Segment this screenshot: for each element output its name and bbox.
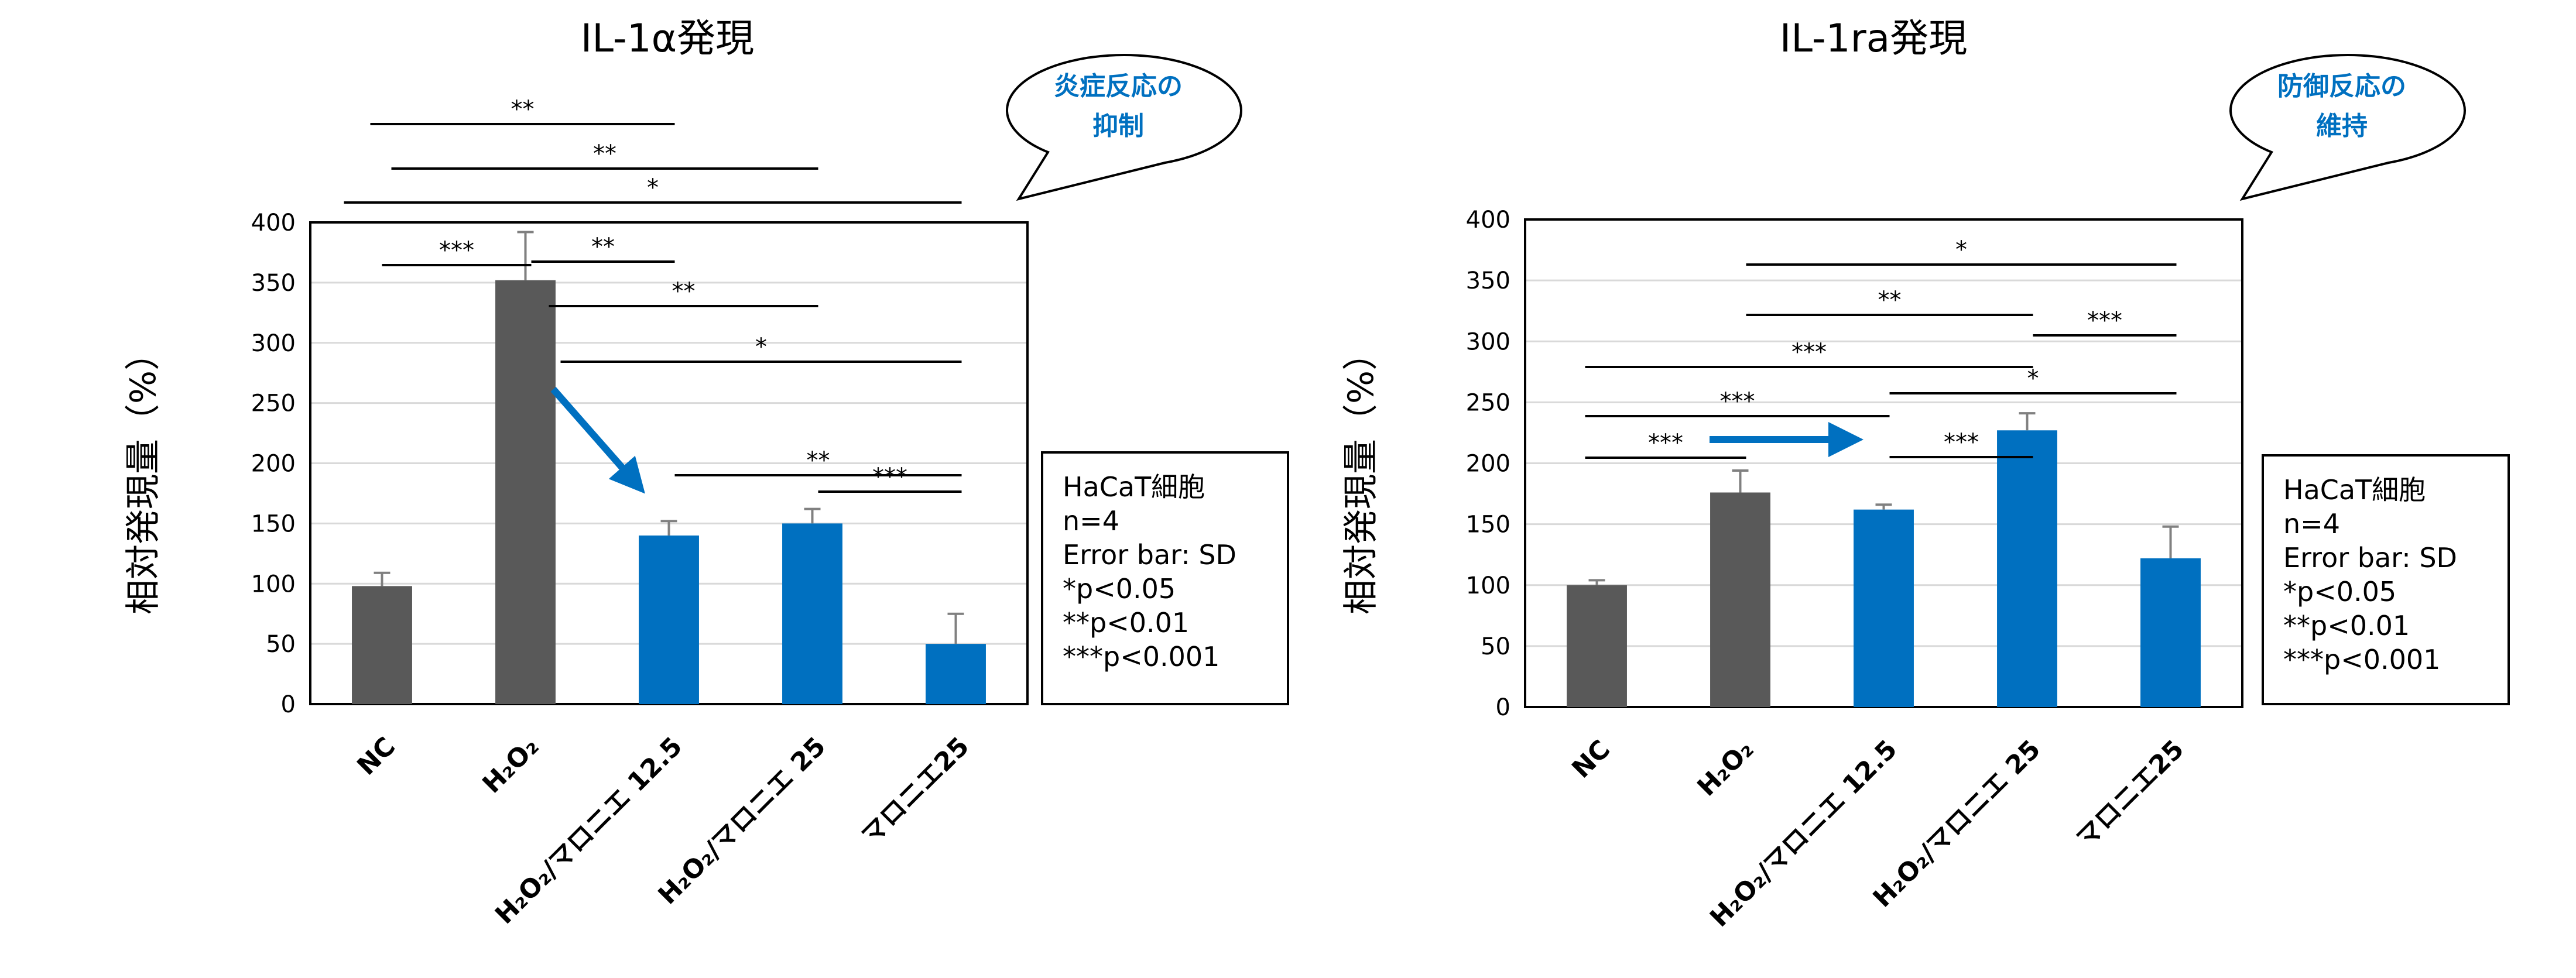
y-tick-label: 300 bbox=[1466, 328, 1510, 355]
significance-label: ** bbox=[1878, 287, 1902, 314]
y-tick-label: 150 bbox=[1466, 512, 1510, 538]
y-tick-label: 50 bbox=[266, 631, 296, 658]
significance-label: *** bbox=[439, 237, 474, 264]
callout-text: 抑制 bbox=[1092, 111, 1144, 141]
chart-2: IL-1ra発現 0 50 100 150 200 250 300 350 400 相対発現量（%）… bbox=[1341, 16, 2510, 933]
significance-label: ** bbox=[593, 140, 616, 167]
significance-label: * bbox=[755, 334, 767, 361]
legend-line: ***p<0.001 bbox=[2283, 644, 2440, 675]
bar-5 bbox=[2140, 558, 2201, 707]
legend-box bbox=[1041, 451, 1289, 705]
y-tick-label: 300 bbox=[251, 330, 296, 357]
significance-label: * bbox=[2027, 365, 2039, 392]
legend-line: HaCaT細胞 bbox=[1063, 471, 1205, 503]
bar-1 bbox=[352, 586, 412, 704]
legend-line: *p<0.05 bbox=[2283, 576, 2396, 608]
bar-3 bbox=[1854, 509, 1914, 707]
significance-label: ** bbox=[591, 234, 615, 260]
significance-label: * bbox=[647, 174, 659, 201]
significance-label: * bbox=[1955, 236, 1967, 263]
significance-label: *** bbox=[1648, 430, 1683, 457]
significance-label: *** bbox=[1720, 388, 1755, 415]
y-tick-label: 150 bbox=[251, 510, 296, 537]
legend-line: **p<0.01 bbox=[2283, 610, 2410, 641]
y-tick-label: 0 bbox=[1496, 694, 1510, 721]
y-tick-label: 200 bbox=[251, 451, 296, 478]
y-tick-label: 50 bbox=[1481, 633, 1510, 660]
significance-label: *** bbox=[872, 464, 907, 490]
legend-line: n=4 bbox=[2283, 508, 2340, 540]
trend-arrow bbox=[550, 387, 645, 494]
legend-line: n=4 bbox=[1063, 505, 1119, 537]
callout-text: 防御反応の bbox=[2277, 71, 2406, 101]
x-tick-label: マロニエ25 bbox=[2070, 735, 2190, 854]
bar-4 bbox=[1997, 430, 2057, 707]
y-axis-label: 相対発現量（%） bbox=[123, 335, 164, 615]
y-tick-label: 400 bbox=[1466, 207, 1510, 234]
x-tick-label: マロニエ25 bbox=[855, 732, 975, 851]
callout-bubble bbox=[1005, 54, 1242, 201]
y-tick-label: 100 bbox=[1466, 572, 1510, 599]
significance-label: ** bbox=[672, 278, 696, 305]
y-axis-label: 相対発現量（%） bbox=[1341, 335, 1382, 615]
y-tick-label: 100 bbox=[251, 571, 296, 598]
legend-line: Error bar: SD bbox=[1063, 539, 1236, 571]
y-tick-label: 0 bbox=[281, 691, 296, 718]
y-tick-label: 250 bbox=[251, 390, 296, 417]
legend-line: HaCaT細胞 bbox=[2283, 474, 2426, 506]
significance-label: ** bbox=[807, 447, 830, 474]
legend-line: ***p<0.001 bbox=[1063, 641, 1220, 672]
bar-5 bbox=[926, 644, 986, 704]
bar-1 bbox=[1567, 585, 1627, 707]
y-tick-label: 200 bbox=[1466, 451, 1510, 478]
x-tick-label: NC bbox=[351, 732, 401, 781]
chart-1: IL-1α発現 0 50 100 150 200 250 300 350 400 相対発現量（%） N… bbox=[123, 16, 1289, 930]
legend-line: **p<0.01 bbox=[1063, 607, 1189, 639]
legend-box bbox=[2262, 454, 2510, 705]
y-tick-label: 350 bbox=[1466, 267, 1510, 294]
significance-label: ** bbox=[511, 96, 535, 123]
bar-4 bbox=[782, 523, 842, 704]
chart-title: IL-1ra発現 bbox=[1780, 16, 1967, 61]
significance-label: *** bbox=[2087, 307, 2122, 334]
significance-label: *** bbox=[1944, 429, 1979, 456]
legend-line: Error bar: SD bbox=[2283, 542, 2457, 574]
callout-text: 維持 bbox=[2316, 111, 2368, 141]
x-tick-label: NC bbox=[1566, 735, 1616, 784]
legend-line: *p<0.05 bbox=[1063, 573, 1176, 605]
callout-text: 炎症反応の bbox=[1054, 71, 1183, 101]
y-tick-label: 350 bbox=[251, 270, 296, 297]
bar-2 bbox=[1710, 492, 1770, 707]
y-tick-label: 250 bbox=[1466, 389, 1510, 416]
significance-label: *** bbox=[1791, 339, 1827, 366]
y-tick-label: 400 bbox=[251, 210, 296, 236]
x-tick-label: H₂O₂ bbox=[477, 732, 544, 799]
bar-3 bbox=[639, 535, 699, 704]
chart-title: IL-1α発現 bbox=[581, 16, 754, 61]
x-tick-label: H₂O₂ bbox=[1691, 735, 1759, 802]
bar-2 bbox=[495, 280, 556, 704]
callout-bubble bbox=[2229, 54, 2466, 201]
